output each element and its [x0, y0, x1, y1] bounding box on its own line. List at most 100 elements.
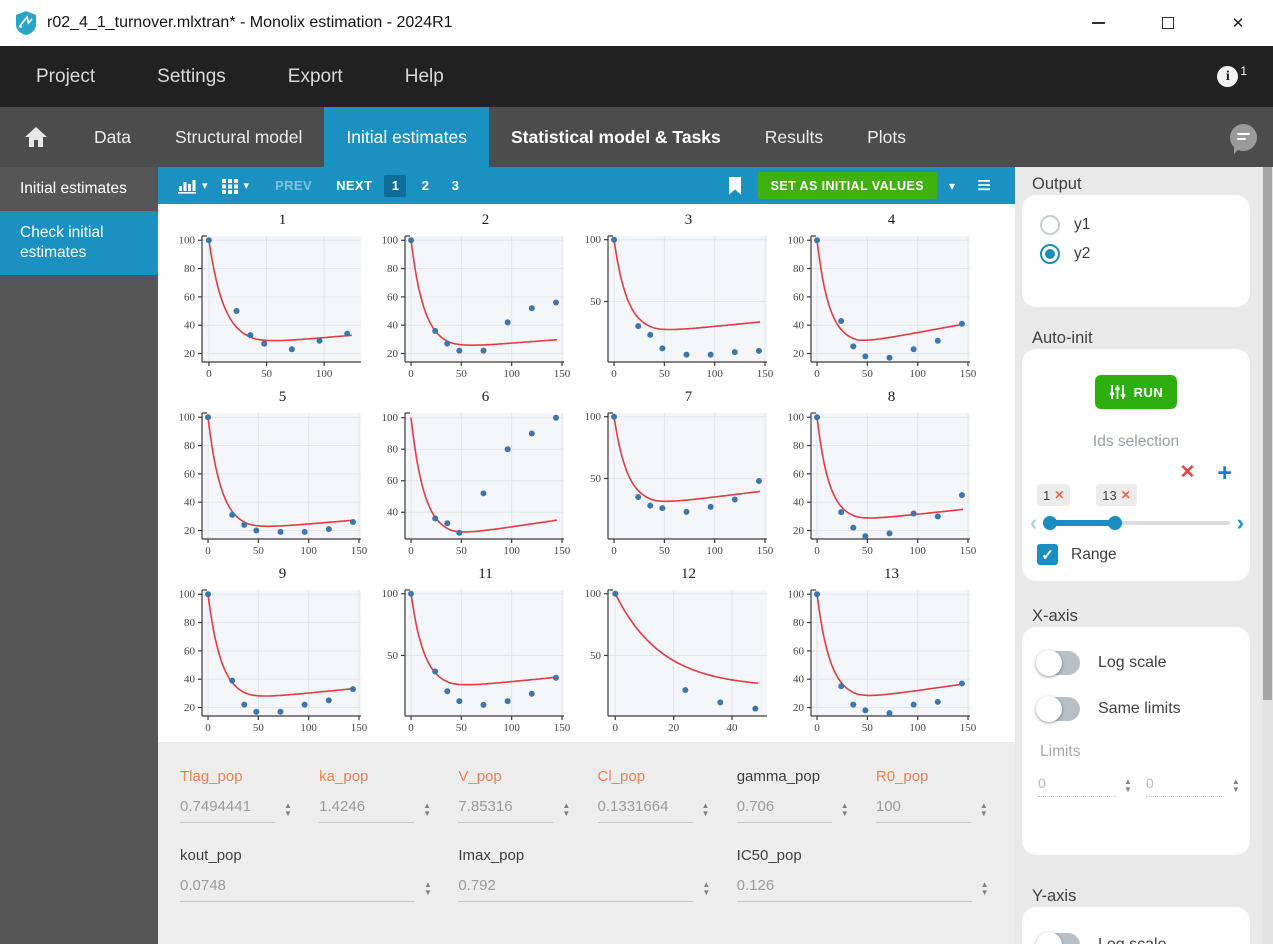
slider-right-chevron[interactable]: ›: [1236, 510, 1244, 535]
output-radio-y1[interactable]: y1: [1040, 215, 1232, 235]
x-same-limits-toggle[interactable]: [1036, 696, 1080, 722]
menu-export[interactable]: Export: [287, 65, 343, 87]
plot-canvas-4[interactable]: 20 40 60 80 100 0 50 100 150: [777, 232, 980, 382]
chip-remove-icon[interactable]: ✕: [1120, 488, 1131, 502]
home-tab[interactable]: [0, 107, 72, 167]
tick-labels: 20 40 60 80 100 0 50 100 150: [382, 235, 571, 380]
plot-canvas-2[interactable]: 20 40 60 80 100 0 50 100 150: [371, 232, 574, 382]
close-button[interactable]: ✕: [1231, 15, 1245, 32]
param-value-input[interactable]: [319, 797, 415, 823]
slider-handle-high[interactable]: [1107, 516, 1122, 530]
bookmark-button[interactable]: [728, 176, 742, 195]
svg-text:100: 100: [179, 412, 196, 424]
svg-text:100: 100: [382, 588, 399, 600]
plot-canvas-5[interactable]: 20 40 60 80 100 0 50 100 150: [168, 409, 371, 559]
notifications-icon[interactable]: i 1: [1217, 64, 1247, 87]
right-panel-scrollbar[interactable]: [1262, 167, 1273, 944]
set-values-dropdown-caret[interactable]: ▾: [948, 178, 955, 193]
scrollbar-thumb[interactable]: [1263, 167, 1272, 700]
plot-canvas-8[interactable]: 20 40 60 80 100 0 50 100 150: [777, 409, 980, 559]
data-point: [647, 502, 654, 509]
tab-initial-estimates[interactable]: Initial estimates: [324, 107, 489, 167]
id-chip-13: 13 ✕: [1096, 484, 1137, 506]
tab-structural-model[interactable]: Structural model: [174, 126, 303, 147]
grid-layout-button[interactable]: ▾: [221, 178, 249, 194]
param-value-input[interactable]: [180, 797, 275, 823]
param-stepper[interactable]: ▲ ▼: [284, 801, 292, 818]
add-id-button[interactable]: +: [1217, 458, 1232, 487]
param-stepper[interactable]: ▲ ▼: [562, 801, 571, 818]
page-button-1[interactable]: 1: [384, 174, 407, 197]
set-as-initial-values-button[interactable]: SET AS INITIAL VALUES: [757, 172, 937, 199]
sidebar-item-initial-estimates[interactable]: Initial estimates: [20, 180, 127, 197]
svg-text:60: 60: [184, 468, 196, 480]
param-stepper[interactable]: ▲ ▼: [980, 880, 989, 897]
next-page-button[interactable]: NEXT: [336, 178, 373, 193]
prev-page-button[interactable]: PREV: [275, 178, 313, 193]
menu-project[interactable]: Project: [36, 65, 96, 87]
param-value-input[interactable]: [458, 797, 554, 823]
chip-remove-icon[interactable]: ✕: [1054, 488, 1065, 502]
tab-results[interactable]: Results: [764, 126, 824, 147]
tab-statistical-model-tasks[interactable]: Statistical model & Tasks: [511, 126, 721, 147]
param-stepper[interactable]: ▲ ▼: [840, 801, 849, 818]
range-checkbox[interactable]: ✓: [1037, 544, 1058, 565]
x-limit-min-input[interactable]: [1038, 775, 1116, 797]
param-value-input[interactable]: [458, 876, 694, 902]
plot-canvas-12[interactable]: 50 100 0 20 40: [574, 586, 777, 736]
param-stepper[interactable]: ▲ ▼: [423, 801, 432, 818]
feedback-chat-icon[interactable]: [1230, 123, 1257, 154]
bar-chart-icon: [178, 179, 196, 194]
x-limit-max-input[interactable]: [1145, 775, 1224, 797]
data-point: [838, 683, 845, 690]
axes: [401, 412, 564, 543]
slider-left-chevron[interactable]: ‹: [1030, 510, 1038, 535]
ids-range-slider[interactable]: [1042, 516, 1230, 530]
prediction-curve: [207, 417, 355, 528]
plot-canvas-1[interactable]: 20 40 60 80 100 0 50 100: [168, 232, 371, 382]
data-point: [432, 515, 439, 522]
gridlines: [608, 590, 767, 716]
run-button[interactable]: RUN: [1094, 375, 1178, 409]
minimize-button[interactable]: [1063, 0, 1133, 46]
radio-unselected-icon: [1040, 215, 1060, 235]
param-value-input[interactable]: [180, 876, 415, 902]
x-limit-max-stepper[interactable]: ▲ ▼: [1231, 777, 1240, 794]
y-log-scale-toggle[interactable]: [1036, 932, 1080, 944]
param-stepper[interactable]: ▲ ▼: [424, 880, 432, 897]
menu-help[interactable]: Help: [404, 65, 444, 87]
sidebar-item-check-initial-estimates[interactable]: Check initial estimates: [0, 211, 158, 275]
range-checkbox-label: Range: [1071, 545, 1117, 563]
svg-text:50: 50: [862, 722, 874, 734]
plot-canvas-11[interactable]: 50 100 0 50 100 150: [371, 586, 574, 736]
maximize-button[interactable]: [1133, 0, 1203, 46]
tab-plots[interactable]: Plots: [867, 126, 907, 147]
plot-canvas-3[interactable]: 50 100 0 50 100 150: [574, 232, 777, 382]
param-value-input[interactable]: [597, 797, 693, 823]
param-stepper[interactable]: ▲ ▼: [979, 801, 988, 818]
plot-canvas-7[interactable]: 50 100 0 50 100 150: [574, 409, 777, 559]
x-log-scale-toggle[interactable]: [1036, 650, 1080, 676]
param-value-input[interactable]: [875, 797, 971, 823]
param-value-input[interactable]: [736, 797, 832, 823]
plot-canvas-6[interactable]: 40 60 80 100 0 50 100 150: [371, 409, 574, 559]
axes: [807, 412, 970, 543]
param-value-input[interactable]: [736, 876, 972, 902]
data-point: [205, 591, 212, 598]
param-stepper[interactable]: ▲ ▼: [701, 801, 710, 818]
plot-type-button[interactable]: ▾: [178, 178, 208, 194]
menu-settings[interactable]: Settings: [157, 65, 226, 87]
x-limit-min-stepper[interactable]: ▲ ▼: [1124, 777, 1132, 794]
toolbar-menu-button[interactable]: ≡: [976, 171, 991, 199]
remove-id-button[interactable]: ✕: [1179, 462, 1196, 483]
plot-canvas-9[interactable]: 20 40 60 80 100 0 50 100 150: [168, 586, 371, 736]
output-radio-y2[interactable]: y2: [1040, 244, 1232, 264]
plot-canvas-13[interactable]: 20 40 60 80 100 0 50 100 150: [777, 586, 980, 736]
slider-handle-low[interactable]: [1042, 516, 1057, 530]
tab-data[interactable]: Data: [94, 126, 131, 147]
subplot-title: 11: [478, 566, 493, 582]
page-button-2[interactable]: 2: [421, 178, 429, 193]
svg-text:50: 50: [862, 545, 874, 557]
param-stepper[interactable]: ▲ ▼: [702, 880, 711, 897]
page-button-3[interactable]: 3: [451, 178, 459, 193]
